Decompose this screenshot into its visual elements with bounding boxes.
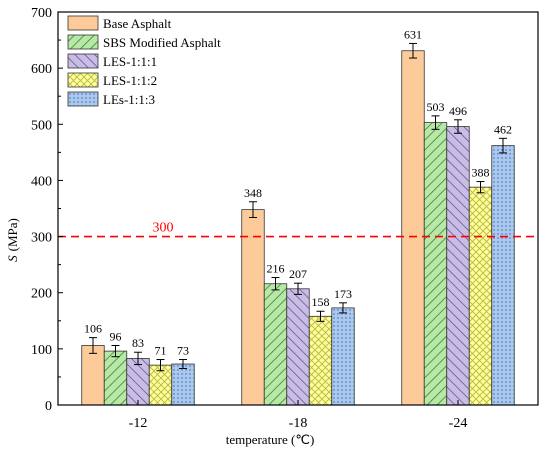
legend-swatch [67, 34, 99, 50]
y-tick-label: 0 [45, 399, 52, 414]
bar [423, 122, 448, 406]
legend-item: LEs-1:1:3 [67, 91, 155, 107]
legend-label: LES-1:1:1 [103, 54, 157, 69]
data-label: 388 [472, 166, 490, 180]
error-bar [89, 337, 97, 354]
error-bar [134, 351, 142, 366]
data-label: 216 [267, 262, 285, 276]
y-tick-label: 600 [31, 62, 52, 77]
bar [241, 209, 265, 406]
bar [103, 350, 128, 406]
x-tick-label: -12 [129, 416, 148, 431]
error-bar [156, 359, 165, 372]
y-tick-label: 500 [31, 118, 52, 133]
y-axis-unit: (MPa) [5, 218, 20, 251]
data-label: 496 [449, 104, 467, 118]
error-bar [271, 277, 280, 291]
bar [286, 288, 310, 406]
x-axis: -12 -18 -24 [129, 400, 468, 431]
error-bar [111, 344, 120, 358]
x-tick-label: -18 [289, 416, 308, 431]
legend-swatch [67, 72, 99, 88]
y-tick-label: 300 [31, 231, 52, 246]
data-label: 348 [244, 186, 262, 200]
error-bar [431, 115, 440, 130]
y-axis-symbol: S [5, 255, 20, 262]
y-tick-label: 400 [31, 174, 52, 189]
bar [126, 358, 150, 406]
data-label: 207 [289, 267, 307, 281]
y-tick-label: 200 [31, 287, 52, 302]
x-axis-title: temperature (℃) [226, 432, 315, 447]
bar [401, 50, 425, 406]
bar [263, 283, 288, 406]
legend-item: LES-1:1:2 [67, 72, 157, 88]
error-bar [316, 310, 325, 322]
legend-label: LES-1:1:2 [103, 73, 157, 88]
y-tick-label: 700 [31, 6, 52, 21]
bar [446, 126, 470, 406]
error-bar [249, 201, 257, 218]
error-bar [499, 137, 507, 154]
data-label: 631 [404, 27, 422, 41]
error-bar [409, 42, 417, 59]
error-bar [339, 302, 347, 314]
data-label: 83 [132, 336, 144, 350]
legend-swatch [67, 91, 99, 107]
error-bar [294, 282, 302, 295]
bar [468, 186, 493, 406]
y-axis: 0 100 200 300 400 500 600 700 [31, 6, 63, 414]
bar [491, 145, 515, 406]
y-axis-title: S (MPa) [5, 218, 20, 262]
legend-item: Base Asphalt [67, 15, 172, 31]
data-label: 73 [177, 344, 189, 358]
legend-label: Base Asphalt [103, 16, 172, 31]
error-bar [179, 359, 187, 370]
reference-line-label: 300 [153, 221, 174, 236]
bar [331, 307, 355, 406]
data-label: 173 [334, 287, 352, 301]
data-label: 158 [312, 295, 330, 309]
x-tick-label: -24 [449, 416, 468, 431]
bar [81, 345, 105, 406]
data-label: 503 [427, 100, 445, 114]
data-label: 106 [84, 322, 102, 336]
legend-item: SBS Modified Asphalt [67, 34, 221, 50]
y-tick-label: 100 [31, 343, 52, 358]
error-bar [454, 119, 462, 134]
data-label: 462 [494, 122, 512, 136]
legend-swatch [67, 53, 99, 69]
legend-item: LES-1:1:1 [67, 53, 157, 69]
legend-label: LEs-1:1:3 [103, 92, 155, 107]
error-bars-layer [89, 42, 507, 372]
legend: Base Asphalt SBS Modified Asphalt LES-1:1:… [67, 15, 221, 107]
legend-swatch [67, 15, 99, 31]
error-bar [476, 181, 485, 194]
bar [171, 363, 195, 406]
bars-layer [81, 50, 515, 406]
data-label: 96 [110, 329, 122, 343]
data-labels-layer: 106 96 83 71 73 348 216 207 158 173 631 503 496 388 46… [84, 27, 512, 357]
data-label: 71 [155, 344, 167, 358]
legend-label: SBS Modified Asphalt [103, 35, 221, 50]
bar [308, 315, 333, 406]
